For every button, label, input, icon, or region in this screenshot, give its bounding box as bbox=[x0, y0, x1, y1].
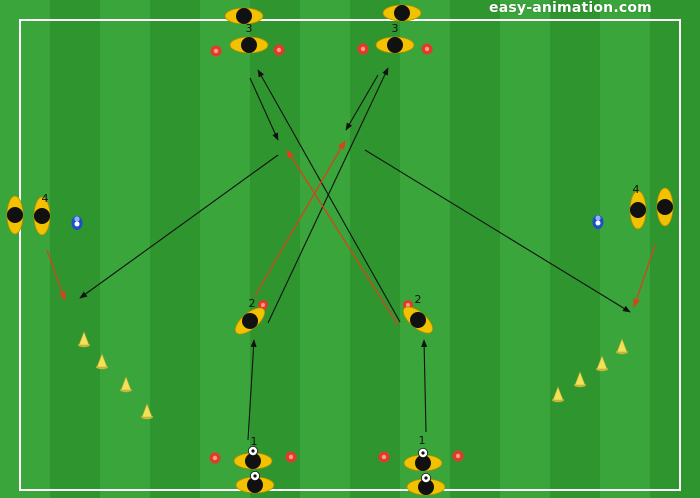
cones bbox=[78, 331, 628, 420]
marker-discs bbox=[209, 43, 464, 464]
player-number: 1 bbox=[251, 435, 258, 448]
marker-disc bbox=[421, 43, 433, 55]
player-number: 3 bbox=[246, 22, 253, 35]
player-3-queue bbox=[382, 4, 422, 22]
player-number: 3 bbox=[392, 22, 399, 35]
player-1: 1 bbox=[403, 434, 443, 472]
grass-stripe bbox=[300, 0, 350, 498]
grass-stripe bbox=[200, 0, 250, 498]
grass-stripe bbox=[650, 0, 700, 498]
player-2: 2 bbox=[402, 293, 434, 334]
player-4: 4 bbox=[629, 183, 647, 230]
player-number: 1 bbox=[419, 434, 426, 447]
marker-disc bbox=[378, 451, 390, 463]
defender bbox=[71, 216, 83, 230]
player-number: 2 bbox=[415, 293, 422, 306]
grass-stripe bbox=[600, 0, 650, 498]
marker-disc bbox=[357, 43, 369, 55]
marker-disc bbox=[210, 45, 222, 57]
run-arrow bbox=[286, 149, 399, 326]
run-arrow bbox=[46, 249, 66, 301]
grass-stripe bbox=[100, 0, 150, 498]
player-1-queue bbox=[235, 471, 275, 494]
player-number: 2 bbox=[249, 297, 256, 310]
player-3-queue bbox=[224, 7, 264, 25]
marker-disc bbox=[273, 44, 285, 56]
grass-stripe bbox=[450, 0, 500, 498]
player-number: 4 bbox=[42, 192, 49, 205]
defenders bbox=[71, 215, 604, 230]
grass-stripe bbox=[150, 0, 200, 498]
pass-arrow bbox=[249, 77, 279, 141]
marker-disc bbox=[285, 451, 297, 463]
player-3: 3 bbox=[375, 22, 415, 54]
cone bbox=[552, 386, 564, 403]
player-1: 1 bbox=[233, 435, 273, 470]
cone bbox=[574, 371, 586, 388]
player-4-queue bbox=[6, 195, 24, 235]
cone bbox=[596, 355, 608, 372]
grass-stripe bbox=[500, 0, 550, 498]
marker-disc bbox=[452, 450, 464, 462]
grass-stripe bbox=[400, 0, 450, 498]
grass-stripe bbox=[0, 0, 50, 498]
pass-arrow bbox=[267, 67, 389, 324]
pass-arrow bbox=[345, 74, 379, 131]
player-number: 4 bbox=[633, 183, 640, 196]
cone bbox=[120, 376, 132, 393]
defender bbox=[592, 215, 604, 229]
player-4: 4 bbox=[33, 192, 51, 236]
player-4-queue bbox=[656, 187, 674, 227]
cone bbox=[616, 338, 628, 355]
pass-arrow bbox=[364, 149, 631, 313]
cone bbox=[96, 353, 108, 370]
arrows-layer bbox=[46, 67, 656, 441]
grass-stripe bbox=[50, 0, 100, 498]
run-arrow bbox=[633, 244, 656, 308]
grass-stripe bbox=[350, 0, 400, 498]
cone bbox=[141, 403, 153, 420]
run-arrow bbox=[254, 140, 346, 297]
cone bbox=[78, 331, 90, 348]
watermark: easy-animation.com bbox=[489, 0, 652, 16]
pass-arrow bbox=[421, 339, 428, 433]
pitch-boundary bbox=[19, 19, 681, 491]
marker-disc bbox=[209, 452, 221, 464]
pass-arrow bbox=[247, 339, 257, 441]
players: 3 3 4 bbox=[6, 4, 674, 496]
pass-arrow bbox=[257, 69, 401, 323]
player-1-queue bbox=[406, 473, 446, 496]
player-3: 3 bbox=[229, 22, 269, 54]
grass-stripe bbox=[550, 0, 600, 498]
pass-arrow bbox=[79, 154, 279, 299]
grass-stripe bbox=[250, 0, 300, 498]
player-2: 2 bbox=[234, 297, 266, 335]
